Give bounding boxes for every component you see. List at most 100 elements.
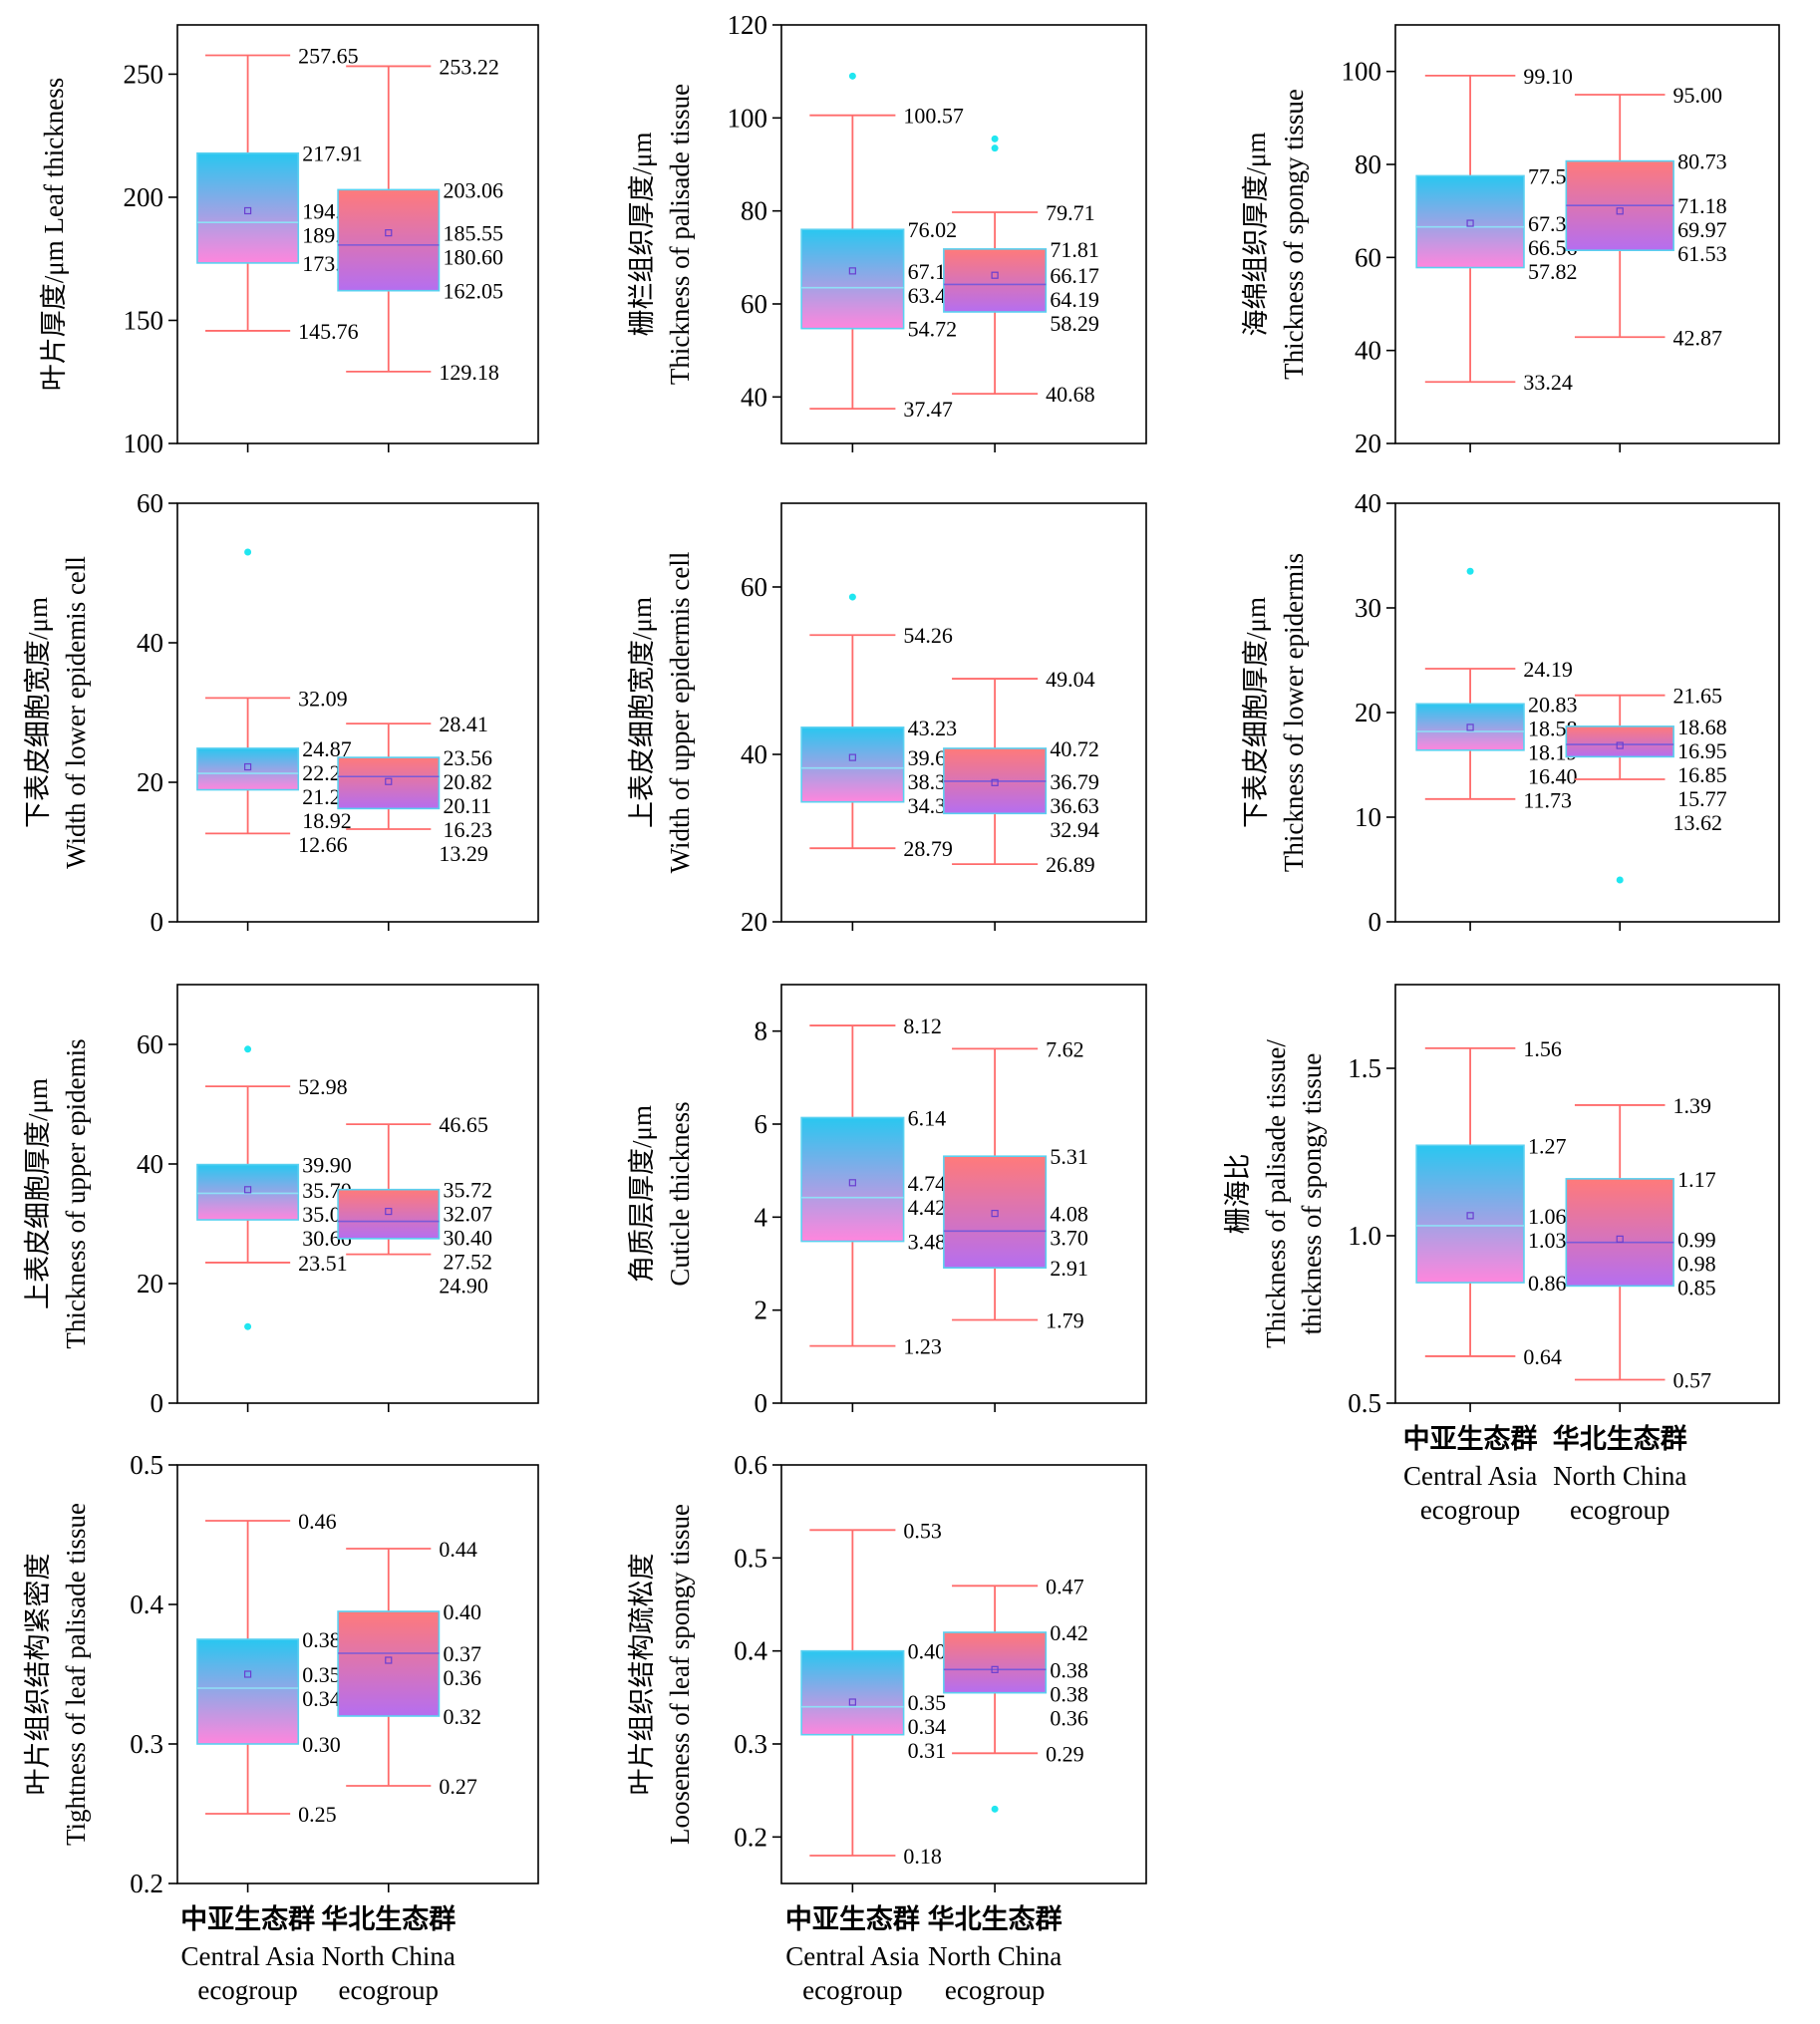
- value-label: 39.90: [302, 1153, 352, 1178]
- y-tick-label: 0.3: [734, 1729, 767, 1759]
- value-label: 16.40: [1528, 763, 1578, 788]
- x-group-label-cn: 中亚生态群: [180, 1904, 315, 1934]
- y-axis-label: 海绵组织厚度/μm Thickness of spongy tissue: [1241, 89, 1309, 380]
- panel-4: 0 20 40 60 下表皮细胞宽度/μm Width of lower epidemis…: [23, 488, 539, 937]
- value-label: 36.63: [1050, 793, 1099, 818]
- y-tick-label: 0: [1368, 907, 1382, 937]
- value-label: 46.65: [439, 1112, 488, 1137]
- outlier-point: [991, 145, 999, 152]
- outlier-point: [1616, 876, 1624, 884]
- panel-11: 0.2 0.3 0.4 0.5 0.6 叶片组织结构疏松度 Looseness of lea…: [627, 1450, 1147, 2005]
- value-label: 16.23: [443, 817, 492, 842]
- value-label: 20.11: [443, 793, 491, 818]
- value-label: 0.46: [298, 1509, 337, 1534]
- value-label: 0.57: [1673, 1367, 1712, 1392]
- value-label: 20.83: [1528, 692, 1578, 717]
- y-tick-label: 150: [124, 305, 164, 335]
- y-tick-label: 0.6: [734, 1450, 767, 1480]
- value-label: 21.65: [1673, 684, 1723, 709]
- mean-marker: [1466, 723, 1474, 731]
- value-label: 99.10: [1523, 64, 1573, 89]
- mean-marker: [385, 229, 393, 237]
- value-label: 0.44: [439, 1537, 477, 1562]
- mean-marker: [1616, 741, 1624, 749]
- mean-marker: [991, 1665, 999, 1673]
- value-label: 0.30: [302, 1732, 341, 1757]
- value-label: 0.40: [908, 1639, 947, 1664]
- y-tick-label: 20: [137, 767, 163, 797]
- box-central-asia: 0.46 0.38 0.350.34 0.30 0.25: [196, 1509, 341, 1827]
- y-tick-label: 0: [151, 907, 164, 937]
- value-label: 49.04: [1046, 667, 1095, 692]
- y-tick-label: 250: [124, 59, 164, 89]
- value-label: 1.39: [1673, 1093, 1712, 1118]
- value-label: 61.53: [1677, 241, 1727, 266]
- iqr-box: [800, 1649, 905, 1736]
- value-label: 24.19: [1523, 657, 1573, 682]
- value-label: 0.64: [1523, 1344, 1562, 1369]
- y-tick-label: 40: [1355, 488, 1381, 518]
- value-label: 32.07: [443, 1202, 492, 1227]
- value-label: 1.27: [1528, 1133, 1567, 1158]
- x-group-label-cn: 中亚生态群: [785, 1904, 920, 1934]
- y-tick-label: 40: [137, 1149, 163, 1179]
- x-group-label-en: Central Asia: [180, 1941, 314, 1971]
- value-label: 33.24: [1523, 370, 1573, 395]
- plot-frame: [176, 1464, 539, 1884]
- plot-frame: [780, 1464, 1147, 1884]
- box-central-asia: 8.12 6.14 4.744.42 3.48 1.23: [800, 1013, 947, 1359]
- value-label: 203.06: [443, 177, 503, 202]
- y-tick-label: 6: [755, 1109, 768, 1139]
- panel-3: 20 40 60 80 100 海绵组织厚度/μm Thickness of spongy …: [1241, 24, 1780, 458]
- y-axis-label: 栅栏组织厚度/μm Thickness of palisade tissue: [627, 84, 695, 385]
- panel-5: 20 40 60 上表皮细胞宽度/μm Width of upper epidermis…: [627, 502, 1147, 937]
- value-label: 28.79: [903, 836, 953, 861]
- value-label: 37.47: [903, 397, 953, 422]
- value-label: 71.81: [1050, 237, 1099, 262]
- value-label: 1.23: [903, 1334, 942, 1359]
- y-axis-label: 下表皮细胞宽度/μm Width of lower epidemis cell: [23, 556, 91, 869]
- y-axis-label-en: Tightness of leaf palisade tissue: [61, 1503, 91, 1846]
- panel-1: 100 150 200 250 叶片厚度/μm Leaf thickness 257.65…: [39, 24, 539, 458]
- y-tick-label: 40: [137, 628, 163, 658]
- y-tick-label: 8: [755, 1016, 768, 1046]
- outlier-point: [848, 593, 856, 601]
- panel-10: 0.2 0.3 0.4 0.5 叶片组织结构紧密度 Tightness of leaf p…: [23, 1450, 539, 2005]
- value-label: 52.98: [298, 1074, 348, 1099]
- iqr-box: [1415, 1144, 1525, 1284]
- mean-marker: [1466, 1212, 1474, 1220]
- value-label: 0.29: [1046, 1741, 1084, 1766]
- y-axis-label-cn: 海绵组织厚度/μm: [1241, 133, 1271, 337]
- value-label: 4.08: [1050, 1202, 1088, 1227]
- panel-2: 40 60 80 100 120 栅栏组织厚度/μm Thickness of palisa…: [627, 10, 1147, 452]
- mean-marker: [385, 1207, 393, 1216]
- iqr-box: [943, 1631, 1048, 1694]
- panel-8: 0 2 4 6 8 角质层厚度/μm Cuticle thickness 8.12 6.14 4.…: [627, 984, 1147, 1418]
- y-tick-label: 100: [728, 103, 768, 133]
- plot-frame: [780, 24, 1147, 444]
- value-label: 28.41: [439, 712, 488, 736]
- value-label: 129.18: [439, 360, 499, 385]
- plot-frame: [1394, 24, 1780, 444]
- value-label: 257.65: [298, 44, 359, 69]
- y-axis-label: 栅海比 Thickness of palisade tissue/thicknes…: [1223, 1039, 1327, 1348]
- value-label: 57.82: [1528, 259, 1578, 284]
- iqr-box: [196, 1638, 300, 1745]
- value-label: 3.48: [908, 1230, 947, 1255]
- mean-marker: [848, 1179, 856, 1187]
- box-central-asia: 0.53 0.40 0.350.340.31 0.18: [800, 1518, 947, 1869]
- value-label: 95.00: [1673, 83, 1723, 108]
- mean-marker: [1616, 207, 1624, 215]
- panel-7: 0 20 40 60 上表皮细胞厚度/μm Thickness of upper epid…: [23, 984, 539, 1418]
- plot-frame: [1394, 984, 1780, 1404]
- value-label: 43.23: [908, 716, 958, 740]
- mean-marker: [385, 777, 393, 785]
- value-label: 80.73: [1677, 149, 1727, 174]
- iqr-box: [943, 248, 1048, 313]
- mean-marker: [243, 206, 252, 215]
